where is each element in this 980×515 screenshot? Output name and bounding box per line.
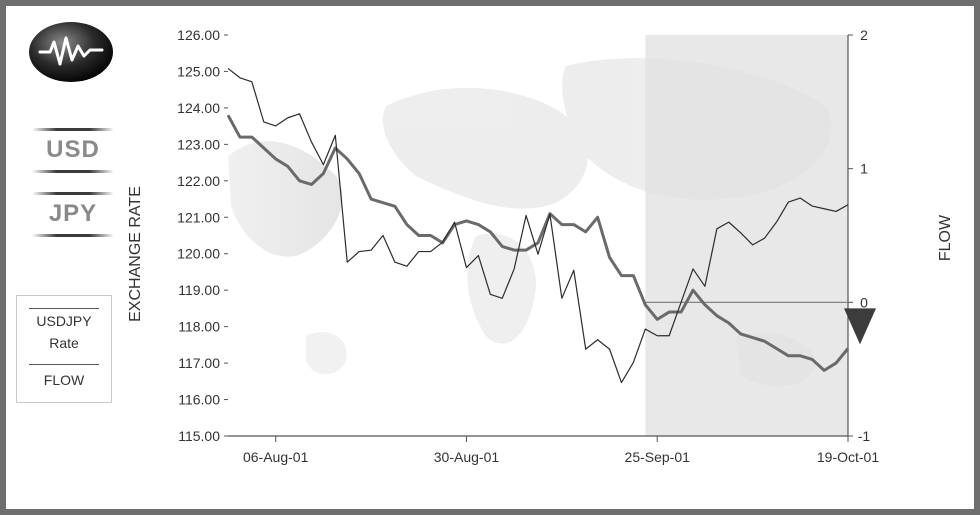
y2-tick-label: 0: [860, 294, 868, 310]
quote-currency: JPY: [48, 200, 98, 227]
y-tick-label: 118.00: [178, 319, 220, 335]
shaded-region: [645, 35, 848, 436]
y2-tick-label: -1: [858, 428, 871, 444]
rule: [32, 170, 114, 173]
y-tick-label: 116.00: [178, 392, 220, 408]
waveform-icon: [29, 22, 113, 82]
legend-rule: [29, 308, 99, 309]
legend-rate-line2: Rate: [49, 335, 79, 351]
y-tick-label: 120.00: [177, 246, 220, 262]
legend-rule: [29, 364, 99, 365]
x-tick-label: 25-Sep-01: [625, 449, 691, 465]
y-tick-label: 123.00: [177, 136, 220, 152]
y-axis-title: EXCHANGE RATE: [127, 186, 144, 322]
down-arrow-icon: [844, 308, 876, 345]
y-tick-label: 121.00: [177, 209, 220, 225]
y-tick-label: 117.00: [178, 355, 220, 371]
x-tick-label: 06-Aug-01: [243, 449, 309, 465]
x-tick-label: 19-Oct-01: [817, 449, 879, 465]
legend: USDJPY Rate FLOW: [16, 295, 112, 403]
line-chart: 115.00 116.00 117.00 118.00 119.00 120.00 121.…: [127, 27, 954, 465]
y-tick-label: 122.00: [177, 173, 220, 189]
rule: [32, 128, 114, 131]
y2-tick-label: 1: [860, 161, 868, 177]
y-tick-label: 126.00: [177, 27, 220, 43]
y-tick-label: 115.00: [178, 428, 220, 444]
base-currency: USD: [46, 136, 100, 163]
series-rate-line: [226, 114, 850, 372]
legend-flow: FLOW: [43, 372, 85, 388]
series-flow-line: [227, 67, 849, 384]
y-tick-label: 125.00: [177, 63, 220, 79]
rule: [32, 192, 114, 195]
x-tick-label: 30-Aug-01: [434, 449, 500, 465]
rule: [32, 234, 114, 237]
shaded-region-rect: [645, 35, 848, 436]
y2-tick-label: 2: [860, 27, 868, 43]
y-tick-label: 119.00: [178, 282, 220, 298]
y2-axis-title: FLOW: [937, 214, 954, 261]
y-tick-label: 124.00: [177, 100, 220, 116]
legend-rate-line1: USDJPY: [36, 313, 92, 329]
